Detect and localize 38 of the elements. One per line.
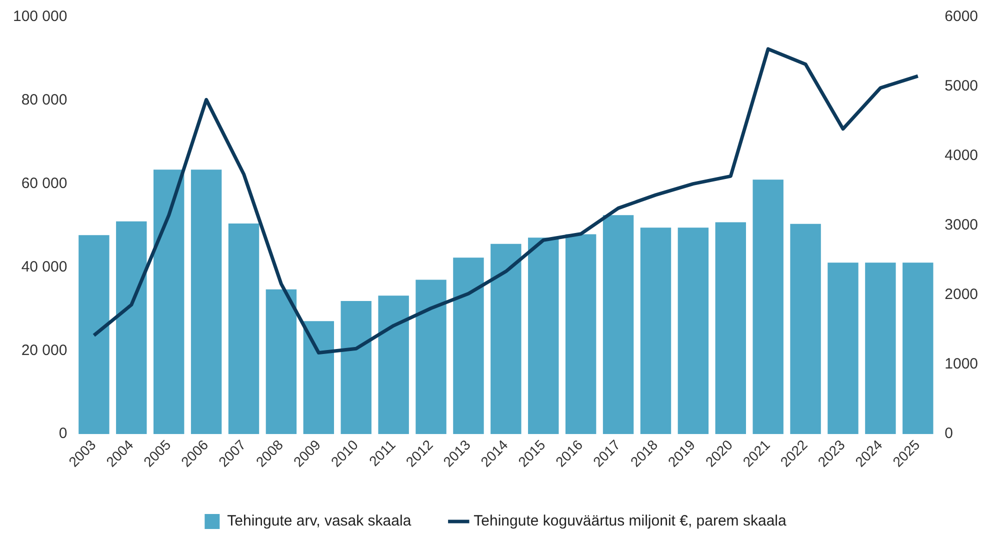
y2-tick-label: 4000 [944, 147, 978, 164]
bar [602, 215, 634, 434]
bar [490, 244, 522, 434]
bar [228, 223, 260, 434]
bar [78, 235, 110, 434]
y-tick-label: 0 [58, 425, 68, 442]
bar [266, 289, 297, 434]
bar [303, 321, 334, 434]
bar [190, 170, 222, 434]
y-tick-label: 100 000 [12, 8, 68, 26]
y-tick-label: 80 000 [21, 92, 68, 109]
bar [865, 262, 896, 434]
bar [790, 224, 821, 434]
legend-label: Tehingute arv, vasak skaala [227, 512, 412, 530]
bar [416, 280, 446, 434]
y-tick-label: 60 000 [21, 174, 68, 192]
y2-tick-label: 5000 [944, 78, 978, 95]
bar [902, 262, 934, 434]
y-tick-label: 20 000 [21, 342, 68, 359]
y2-tick-label: 6000 [944, 8, 978, 26]
y2-tick-label: 0 [944, 425, 953, 442]
legend-label: Tehingute koguväärtus miljonit €, parem skaala [474, 512, 787, 530]
y2-tick-label: 3000 [944, 216, 978, 234]
bar [453, 258, 484, 434]
bar [678, 228, 709, 434]
bar [715, 222, 746, 434]
y2-tick-label: 1000 [944, 356, 978, 373]
y-tick-label: 40 000 [21, 258, 68, 276]
bar [378, 296, 409, 434]
bar [116, 221, 147, 434]
bar [565, 234, 596, 434]
y2-tick-label: 2000 [944, 286, 978, 304]
bar [153, 170, 184, 434]
bar [340, 301, 372, 434]
bar [528, 238, 559, 434]
bar [828, 262, 858, 434]
bar [752, 180, 784, 434]
bar [640, 228, 672, 434]
